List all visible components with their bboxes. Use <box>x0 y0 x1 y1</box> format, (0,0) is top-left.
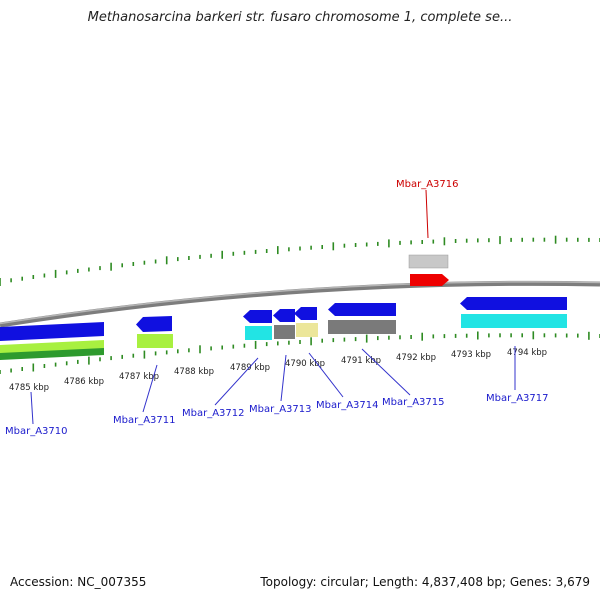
gene-feature-3716-red[interactable] <box>410 274 449 286</box>
leader-line-3716 <box>425 189 429 239</box>
gene-label-3711[interactable]: Mbar_A3711 <box>113 415 176 426</box>
map-title: Methanosarcina barkeri str. fusaro chrom… <box>87 10 513 25</box>
kbp-label: 4785 kbp <box>9 383 49 393</box>
gene-feature-3711-lime <box>137 334 173 348</box>
leader-line-3715 <box>361 348 411 396</box>
gene-feature-3714-blue[interactable] <box>294 307 317 320</box>
gene-feature-3712-blue[interactable] <box>243 310 272 323</box>
gene-feature-3714-khaki <box>296 323 318 337</box>
kbp-label: 4793 kbp <box>451 350 491 360</box>
gene-label-3713[interactable]: Mbar_A3713 <box>249 404 312 415</box>
leader-line-3712 <box>214 357 259 406</box>
gene-feature-3713-blue[interactable] <box>273 309 295 322</box>
kbp-label: 4787 kbp <box>119 372 159 382</box>
kbp-label: 4794 kbp <box>507 348 547 358</box>
gene-feature-3717-cyan <box>461 314 567 328</box>
upper-tick-track <box>0 235 600 286</box>
gene-feature-3717-blue[interactable] <box>460 297 567 310</box>
leader-line-3710 <box>30 391 34 425</box>
gene-label-3710[interactable]: Mbar_A3710 <box>5 426 68 437</box>
gene-feature-3715-blue[interactable] <box>328 303 396 316</box>
gene-label-3715[interactable]: Mbar_A3715 <box>382 397 445 408</box>
kbp-label: 4790 kbp <box>285 359 325 369</box>
gene-label-3712[interactable]: Mbar_A3712 <box>182 408 245 419</box>
leader-line-3711 <box>142 364 158 413</box>
leader-line-3714 <box>308 352 344 398</box>
gene-label-3714[interactable]: Mbar_A3714 <box>316 400 379 411</box>
chromosome-backbone <box>0 280 600 328</box>
accession-text: Accession: NC_007355 <box>10 575 147 589</box>
gene-feature-3712-cyan <box>245 326 272 340</box>
gene-feature-3715-gray <box>328 320 396 334</box>
gene-feature-3716-gray <box>408 254 449 269</box>
topology-summary: Topology: circular; Length: 4,837,408 bp… <box>260 575 590 589</box>
gene-feature-3710-lime <box>0 340 104 354</box>
gene-feature-3713-gray <box>274 325 295 339</box>
kbp-label: 4786 kbp <box>64 377 104 387</box>
leader-line-3713 <box>280 354 287 402</box>
kbp-label: 4792 kbp <box>396 353 436 363</box>
kbp-label: 4788 kbp <box>174 367 214 377</box>
lower-tick-track <box>0 331 600 374</box>
kbp-label: 4791 kbp <box>341 356 381 366</box>
gene-label-3717[interactable]: Mbar_A3717 <box>486 393 549 404</box>
gene-feature-3710-blue[interactable] <box>0 322 104 341</box>
kbp-label: 4789 kbp <box>230 363 270 373</box>
gene-feature-3710-green <box>0 348 104 360</box>
gene-label-3716[interactable]: Mbar_A3716 <box>396 179 459 190</box>
chromosome-backbone-highlight <box>0 281 600 325</box>
gene-feature-3711-blue[interactable] <box>136 316 172 332</box>
